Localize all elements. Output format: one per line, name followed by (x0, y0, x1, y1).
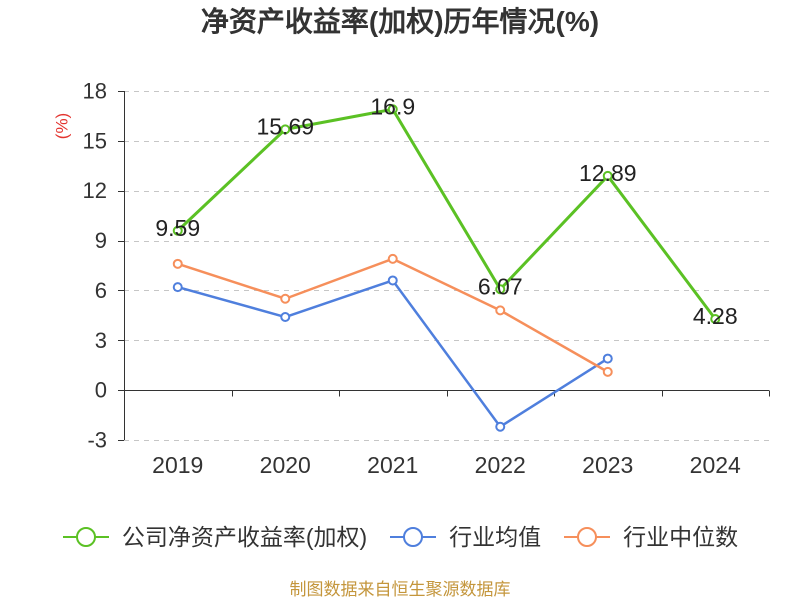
legend: 公司净资产收益率(加权) 行业均值 行业中位数 (0, 521, 800, 553)
series-company-roe (172, 104, 721, 325)
data-label-company-roe-2020: 15.69 (256, 113, 314, 139)
series-line-company-roe (176, 107, 717, 321)
axes-group: -3 0 3 6 9 12 15 18 2019 2020 2021 2022 2023 2024 (83, 79, 770, 478)
series-line-industry-mean (176, 279, 609, 428)
x-tick-label-2023: 2023 (582, 452, 633, 478)
y-tick-label-9: 9 (95, 228, 107, 253)
y-tick-label-0: 0 (95, 378, 107, 403)
legend-item-industry-mean[interactable]: 行业均值 (389, 521, 541, 553)
x-tick-label-2021: 2021 (367, 452, 418, 478)
data-point-company-roe-2020 (280, 124, 291, 135)
line-circle-marker-icon (564, 527, 611, 547)
data-label-company-roe-2021: 16.9 (370, 93, 415, 119)
series-industry-mean (172, 275, 613, 432)
gridlines-group (124, 91, 769, 441)
data-point-industry-mean-2021 (387, 275, 398, 286)
data-point-industry-mean-2022 (495, 421, 506, 432)
data-point-company-roe-2023 (602, 170, 613, 181)
y-tick-label-12: 12 (83, 178, 107, 203)
data-point-industry-median-2021 (387, 253, 398, 264)
data-point-industry-median-2022 (495, 305, 506, 316)
legend-label-company-roe: 公司净资产收益率(加权) (121, 524, 368, 550)
data-point-industry-median-2019 (172, 258, 183, 269)
data-labels-group: 9.59 15.69 16.9 6.07 12.89 4.28 (155, 93, 737, 329)
data-point-industry-mean-2019 (172, 282, 183, 293)
data-point-industry-median-2023 (602, 366, 613, 377)
series-industry-median (172, 253, 613, 377)
line-circle-marker-icon (62, 527, 109, 547)
legend-item-company-roe[interactable]: 公司净资产收益率(加权) (62, 521, 367, 553)
x-tick-label-2024: 2024 (690, 452, 741, 478)
chart-title: 净资产收益率(加权)历年情况(%) (200, 6, 600, 37)
x-tick-label-2019: 2019 (152, 452, 203, 478)
data-label-company-roe-2024: 4.28 (693, 303, 738, 329)
data-point-industry-mean-2020 (280, 312, 291, 323)
y-tick-label-18: 18 (83, 79, 107, 104)
source-note: 制图数据来自恒生聚源数据库 (289, 580, 511, 599)
data-point-company-roe-2019 (172, 225, 183, 236)
y-tick-label-6: 6 (95, 278, 107, 303)
x-tick-label-2020: 2020 (260, 452, 311, 478)
y-axis-unit-label: (%) (53, 113, 72, 139)
data-point-company-roe-2021 (387, 104, 398, 115)
data-label-company-roe-2022: 6.07 (478, 273, 523, 299)
y-tick-label-minus-3: -3 (87, 428, 107, 453)
data-point-industry-median-2020 (280, 293, 291, 304)
x-tick-label-2022: 2022 (475, 452, 526, 478)
data-point-company-roe-2022 (495, 284, 506, 295)
line-circle-marker-icon (390, 527, 437, 547)
data-point-industry-mean-2023 (602, 353, 613, 364)
legend-item-industry-median[interactable]: 行业中位数 (563, 521, 738, 553)
data-point-company-roe-2024 (710, 314, 721, 325)
legend-label-industry-mean: 行业均值 (449, 524, 542, 550)
data-label-company-roe-2023: 12.89 (579, 160, 637, 186)
y-tick-label-15: 15 (83, 128, 107, 153)
data-label-company-roe-2019: 9.59 (155, 215, 200, 241)
legend-label-industry-median: 行业中位数 (623, 524, 739, 550)
y-tick-label-3: 3 (95, 328, 107, 353)
series-group (172, 104, 721, 432)
